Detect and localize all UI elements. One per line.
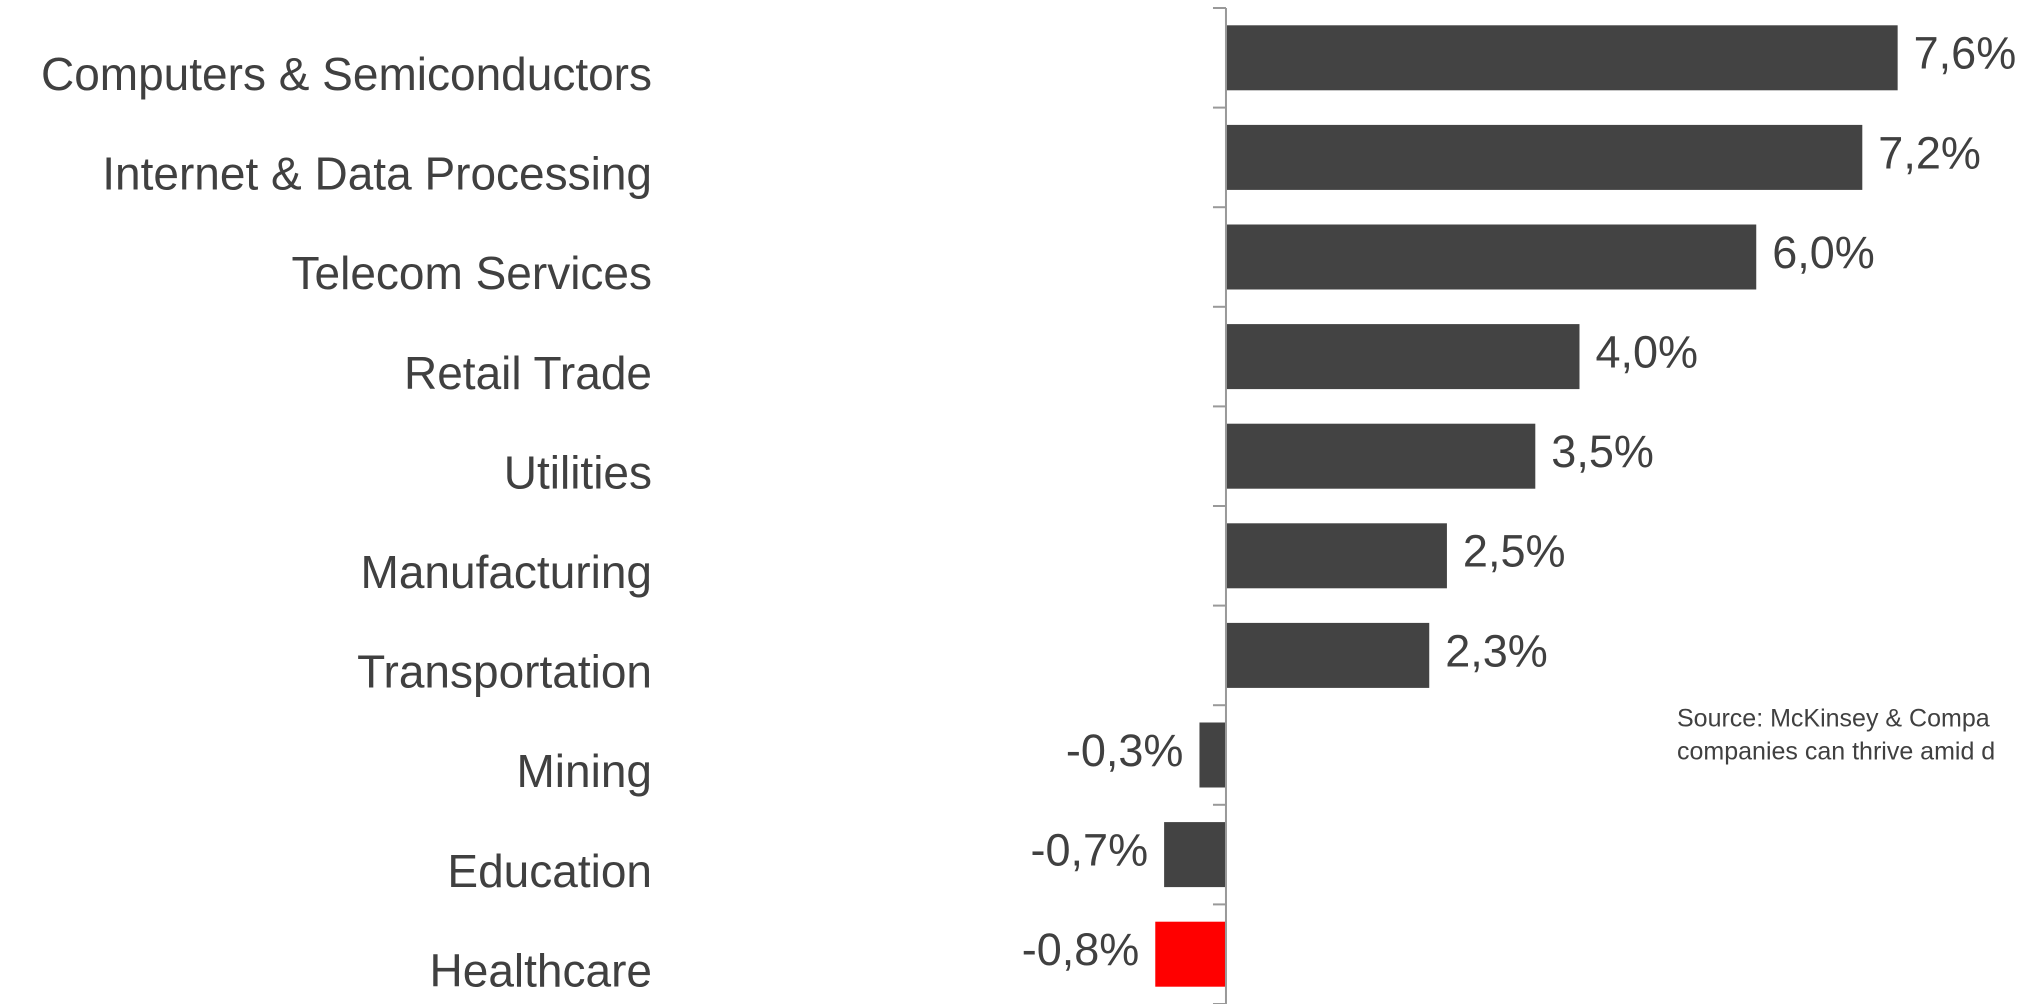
bar — [1225, 324, 1580, 390]
source-note: Source: McKinsey & Compa — [1677, 705, 1990, 733]
value-label: -0,3% — [1066, 725, 1184, 776]
category-label: Education — [447, 845, 652, 897]
category-label: Manufacturing — [361, 546, 653, 598]
category-label: Utilities — [504, 446, 652, 498]
value-label: 6,0% — [1772, 227, 1875, 278]
bar — [1164, 822, 1226, 888]
bar — [1225, 224, 1757, 290]
category-label: Internet & Data Processing — [102, 148, 652, 200]
category-label: Computers & Semiconductors — [41, 48, 652, 100]
value-label: -0,8% — [1022, 924, 1140, 975]
category-label: Telecom Services — [292, 247, 652, 299]
bar — [1199, 722, 1226, 788]
value-label: 2,5% — [1463, 526, 1566, 577]
bar — [1225, 423, 1536, 489]
value-label: 3,5% — [1551, 426, 1654, 477]
bar — [1225, 124, 1863, 190]
value-label: 2,3% — [1445, 625, 1548, 676]
category-label: Healthcare — [430, 944, 652, 996]
bar — [1155, 921, 1226, 987]
source-note: companies can thrive amid d — [1677, 738, 1995, 766]
bar — [1225, 25, 1898, 91]
category-label: Mining — [516, 745, 652, 797]
value-label: 4,0% — [1595, 326, 1698, 377]
value-label: 7,2% — [1878, 127, 1981, 178]
value-label: -0,7% — [1031, 824, 1149, 875]
value-label: 7,6% — [1914, 28, 2017, 79]
bar — [1225, 622, 1430, 688]
bar — [1225, 523, 1447, 589]
category-label: Retail Trade — [404, 347, 652, 399]
category-label: Transportation — [357, 646, 652, 698]
